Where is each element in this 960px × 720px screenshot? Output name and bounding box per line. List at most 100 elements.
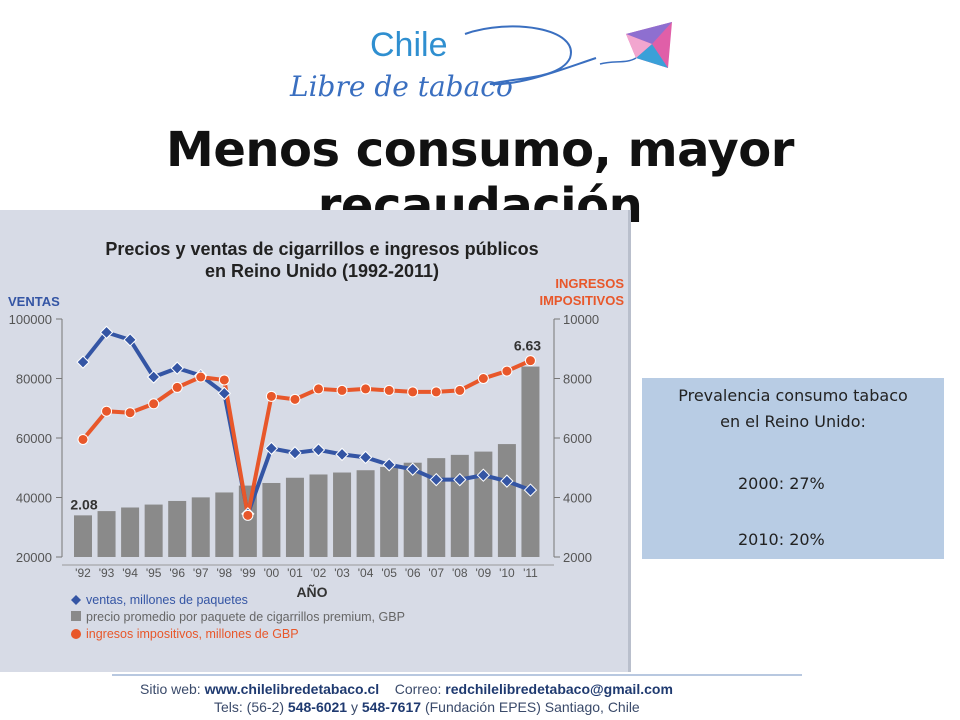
- tax-revenue-point: [383, 384, 395, 396]
- sales-point: [476, 468, 491, 482]
- price-bar: [403, 462, 422, 557]
- x-tick-label: '11: [523, 566, 538, 580]
- legend-price-swatch: [71, 611, 81, 621]
- phone-2: 548-7617: [361, 699, 422, 715]
- tax-revenue-point: [336, 384, 348, 396]
- sales-point: [523, 483, 538, 497]
- sales-point: [288, 446, 302, 460]
- right-tick-label: 8000: [563, 372, 592, 387]
- x-tick-label: '92: [75, 566, 91, 580]
- left-tick-label: 60000: [16, 431, 52, 446]
- sales-point: [311, 443, 326, 457]
- prevalence-box: Prevalencia consumo tabaco en el Reino U…: [642, 378, 944, 559]
- x-axis-label: AÑO: [296, 583, 327, 600]
- right-axis-label-line1: INGRESOS: [555, 276, 624, 291]
- tax-revenue-point: [360, 383, 372, 395]
- price-bar: [168, 500, 187, 557]
- sales-point: [453, 472, 467, 487]
- price-bar: [144, 504, 163, 557]
- tel-label: Tels: (56-2): [214, 699, 285, 715]
- x-tick-label: '94: [122, 566, 138, 580]
- prevalence-title-line1: Prevalencia consumo tabaco: [678, 386, 908, 405]
- price-bar: [285, 477, 304, 557]
- left-tick-label: 100000: [9, 312, 52, 327]
- footer-line2: Tels: (56-2) 548-6021 y 548-7617 (Fundac…: [140, 698, 840, 716]
- phone-1: 548-6021: [287, 699, 348, 715]
- price-bar: [215, 492, 234, 557]
- x-tick-label: '00: [264, 566, 280, 580]
- x-tick-label: '06: [405, 566, 421, 580]
- x-tick-label: '03: [334, 566, 350, 580]
- tax-revenue-point: [124, 407, 136, 419]
- footer-line1: Sitio web: www.chilelibredetabaco.cl Cor…: [140, 680, 840, 698]
- footer: Sitio web: www.chilelibredetabaco.cl Cor…: [140, 680, 840, 716]
- sales-point: [500, 474, 514, 488]
- price-bar: [521, 366, 540, 557]
- x-tick-label: '95: [146, 566, 162, 580]
- chart-title-line1: Precios y ventas de cigarrillos e ingres…: [105, 239, 538, 259]
- chart-title-line2: en Reino Unido (1992-2011): [205, 261, 439, 281]
- tax-revenue-point: [77, 433, 89, 445]
- prevalence-2000: 2000: 27%: [738, 474, 825, 493]
- x-tick-label: '97: [193, 566, 209, 580]
- chile-libre-de-tabaco-logo: Chile Libre de tabaco: [289, 22, 672, 103]
- mail-label: Correo:: [394, 681, 442, 697]
- right-axis-label-line2: IMPOSITIVOS: [539, 293, 624, 308]
- prevalence-title-line2: en el Reino Unido:: [720, 412, 866, 431]
- sales-point: [335, 447, 349, 462]
- logo-text-libre: Libre de tabaco: [289, 70, 513, 103]
- price-bar: [450, 454, 469, 557]
- tax-revenue-point: [524, 355, 536, 367]
- website-link[interactable]: www.chilelibredetabaco.cl: [204, 681, 380, 697]
- tax-revenue-point: [195, 371, 207, 383]
- first-price-label: 2.08: [70, 496, 97, 512]
- x-tick-label: '09: [476, 566, 492, 580]
- price-bar: [309, 474, 328, 557]
- tax-revenue-point: [313, 383, 324, 395]
- x-tick-label: '04: [358, 566, 374, 580]
- sales-point: [146, 370, 161, 384]
- x-tick-label: '98: [216, 566, 232, 580]
- x-tick-label: '10: [499, 566, 515, 580]
- legend-tax-swatch: [71, 629, 81, 639]
- tax-revenue-point: [454, 384, 466, 396]
- web-label: Sitio web:: [140, 681, 201, 697]
- legend-tax-label: ingresos impositivos, millones de GBP: [86, 627, 299, 641]
- price-bar: [356, 470, 375, 557]
- legend-sales-swatch: [71, 595, 81, 605]
- tax-revenue-point: [289, 393, 301, 405]
- price-bar: [380, 466, 399, 557]
- left-axis-label: VENTAS: [8, 294, 60, 309]
- price-bar: [497, 444, 516, 557]
- sales-point: [123, 333, 137, 347]
- organization: (Fundación EPES) Santiago, Chile: [424, 699, 640, 715]
- price-bar: [97, 511, 116, 557]
- right-tick-label: 6000: [563, 431, 592, 446]
- sales-point: [170, 361, 184, 375]
- left-tick-label: 20000: [16, 550, 52, 565]
- x-tick-label: '02: [311, 566, 327, 580]
- right-tick-label: 4000: [563, 491, 592, 506]
- tax-revenue-point: [501, 365, 513, 377]
- x-tick-label: '99: [240, 566, 256, 580]
- logo-text-chile: Chile: [370, 26, 447, 64]
- prevalence-2010: 2010: 20%: [738, 530, 825, 549]
- tax-revenue-point: [242, 509, 254, 521]
- legend-price-label: precio promedio por paquete de cigarrill…: [86, 610, 405, 624]
- sales-point: [405, 462, 420, 476]
- price-bar: [262, 482, 281, 557]
- price-bar: [474, 451, 493, 557]
- tax-revenue-point: [430, 386, 442, 398]
- price-bar: [74, 515, 92, 557]
- tax-revenue-point: [148, 398, 160, 410]
- x-tick-label: '93: [99, 566, 115, 580]
- tax-revenue-point: [265, 390, 277, 402]
- tax-revenue-point: [218, 374, 230, 386]
- right-tick-label: 2000: [563, 550, 592, 565]
- last-price-label: 6.63: [514, 338, 541, 354]
- email-link[interactable]: redchilelibredetabaco@gmail.com: [445, 681, 673, 697]
- x-tick-label: '07: [428, 566, 444, 580]
- x-tick-label: '01: [287, 566, 303, 580]
- tax-revenue-point: [407, 386, 419, 398]
- x-tick-label: '96: [169, 566, 185, 580]
